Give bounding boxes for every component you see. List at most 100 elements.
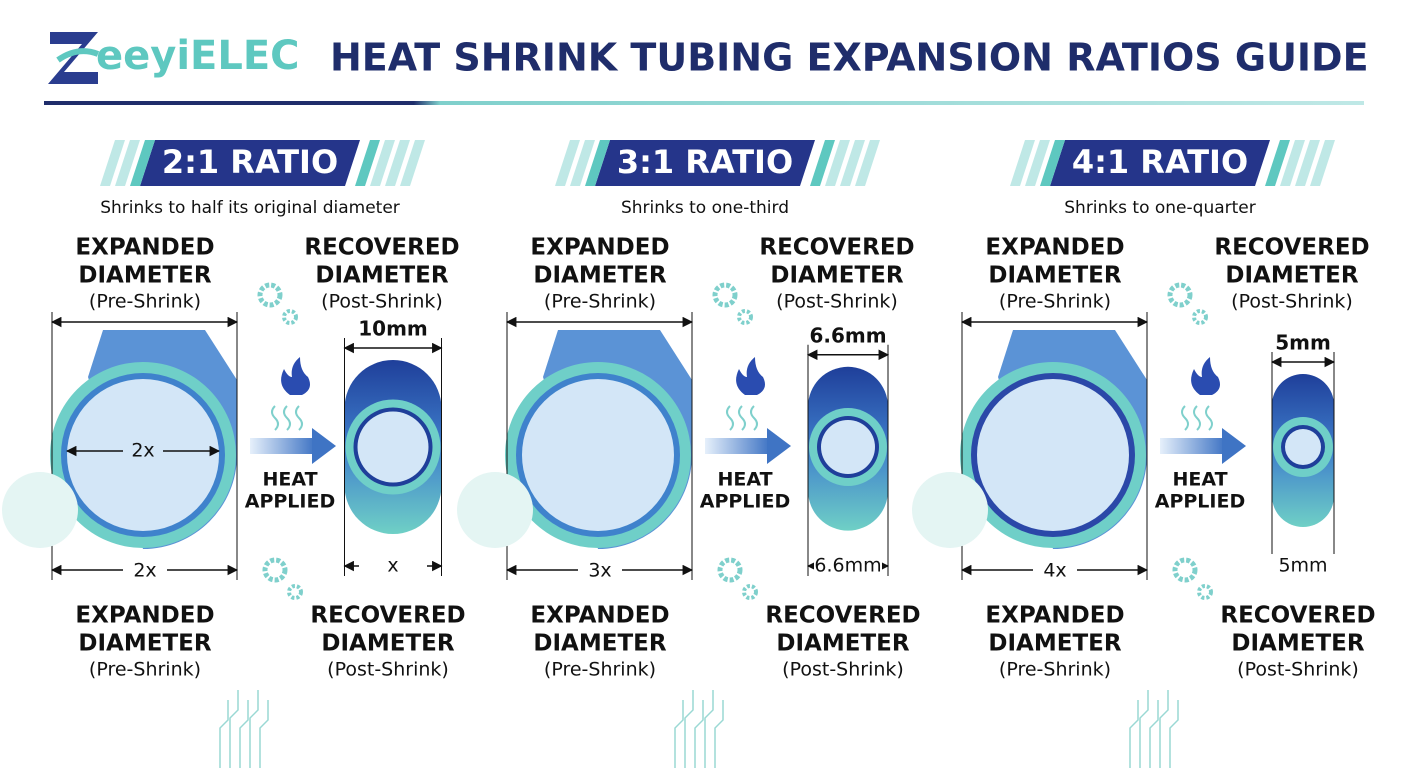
banner-stripe	[1010, 140, 1035, 186]
diameter-label: EXPANDED	[75, 235, 214, 261]
diameter-label: DIAMETER	[770, 263, 903, 289]
logo: eeyiELEC Z	[48, 32, 300, 84]
gear	[257, 282, 283, 308]
gear	[287, 584, 303, 600]
circuit	[694, 700, 704, 768]
subtitle: Shrinks to half its original diameter	[100, 198, 400, 218]
diameter-label: DIAMETER	[78, 263, 211, 289]
deco-dot	[912, 472, 988, 548]
diameter-label: EXPANDED	[75, 603, 214, 629]
shrink-note: (Pre-Shrink)	[89, 659, 201, 681]
flame	[281, 357, 310, 395]
gear	[742, 584, 758, 600]
banner-stripe	[115, 140, 140, 186]
diameter-label: RECOVERED	[1220, 603, 1375, 629]
banner-stripe	[585, 140, 610, 186]
banner-stripe	[1040, 140, 1065, 186]
dimension-label: 5mm	[1275, 331, 1331, 355]
diameter-label: DIAMETER	[533, 631, 666, 657]
ratio-label: 2:1 RATIO	[162, 143, 338, 181]
tube-bore	[522, 379, 674, 531]
heat-label: HEAT	[1172, 469, 1227, 491]
label-bg	[1269, 554, 1337, 578]
diameter-label: DIAMETER	[988, 631, 1121, 657]
circuit	[229, 690, 239, 768]
circuit	[259, 700, 269, 768]
dimension-label: 6.6mm	[809, 323, 886, 347]
circuit	[1139, 690, 1149, 768]
diameter-label: EXPANDED	[530, 603, 669, 629]
ratio-banner	[1050, 140, 1270, 186]
subtitle: Shrinks to one-third	[621, 198, 789, 218]
circuit	[219, 700, 229, 768]
shrink-note: (Post-Shrink)	[1237, 659, 1359, 681]
heat-label: HEAT	[262, 469, 317, 491]
circuit	[714, 700, 724, 768]
recovered-bore	[1285, 429, 1321, 465]
arrow-head	[312, 428, 336, 464]
diameter-label: EXPANDED	[530, 235, 669, 261]
diameter-label: DIAMETER	[1225, 263, 1358, 289]
gear	[1167, 282, 1193, 308]
banner-stripe	[1310, 140, 1335, 186]
recovered-bore	[821, 420, 875, 474]
diameter-label: EXPANDED	[985, 235, 1124, 261]
circuit	[1149, 700, 1159, 768]
ratio-label: 3:1 RATIO	[617, 143, 793, 181]
heat-label: APPLIED	[700, 491, 790, 513]
shrink-note: (Pre-Shrink)	[89, 291, 201, 313]
dimension-label: 4x	[1043, 560, 1066, 582]
title: HEAT SHRINK TUBING EXPANSION RATIOS GUID…	[330, 36, 1369, 80]
heat-wave	[1181, 405, 1189, 431]
gear	[1192, 309, 1208, 325]
banner-stripe	[810, 140, 835, 186]
shrink-note: (Pre-Shrink)	[544, 659, 656, 681]
shrink-note: (Post-Shrink)	[1231, 291, 1353, 313]
diameter-label: DIAMETER	[988, 263, 1121, 289]
recovered-bore	[357, 411, 429, 483]
label-bg	[1033, 558, 1077, 582]
dimension-label: 2x	[133, 560, 156, 582]
banner-stripe	[1295, 140, 1320, 186]
heat-wave	[283, 405, 291, 431]
arrow-shaft	[1160, 438, 1225, 454]
label-bg	[123, 558, 167, 582]
label-bg	[123, 439, 163, 463]
diameter-label: DIAMETER	[315, 263, 448, 289]
dimension-label: 10mm	[358, 317, 428, 341]
banner-stripe	[1025, 140, 1050, 186]
banner-stripe	[400, 140, 425, 186]
deco-dot	[2, 472, 78, 548]
gear	[262, 557, 288, 583]
heat-wave	[1205, 405, 1213, 431]
circuit	[249, 690, 259, 768]
diameter-label: RECOVERED	[310, 603, 465, 629]
heat-wave	[1193, 405, 1201, 431]
flame	[736, 357, 765, 395]
gear	[717, 557, 743, 583]
arrow-head	[1222, 428, 1246, 464]
gear	[1172, 557, 1198, 583]
diameter-label: EXPANDED	[985, 603, 1124, 629]
banner-stripe	[355, 140, 380, 186]
gear	[282, 309, 298, 325]
diameter-label: RECOVERED	[765, 603, 920, 629]
shrink-note: (Pre-Shrink)	[999, 659, 1111, 681]
subtitle: Shrinks to one-quarter	[1064, 198, 1255, 218]
shrink-note: (Post-Shrink)	[321, 291, 443, 313]
gear	[737, 309, 753, 325]
shrink-note: (Post-Shrink)	[776, 291, 898, 313]
banner-stripe	[555, 140, 580, 186]
circuit	[239, 700, 249, 768]
diameter-label: RECOVERED	[759, 235, 914, 261]
heat-wave	[271, 405, 279, 431]
banner-stripe	[825, 140, 850, 186]
diameter-label: DIAMETER	[776, 631, 909, 657]
shrink-note: (Pre-Shrink)	[544, 291, 656, 313]
tube-bore	[977, 379, 1129, 531]
label-bg	[814, 554, 882, 578]
dimension-label: x	[387, 555, 398, 577]
heat-wave	[726, 405, 734, 431]
banner-stripe	[840, 140, 865, 186]
